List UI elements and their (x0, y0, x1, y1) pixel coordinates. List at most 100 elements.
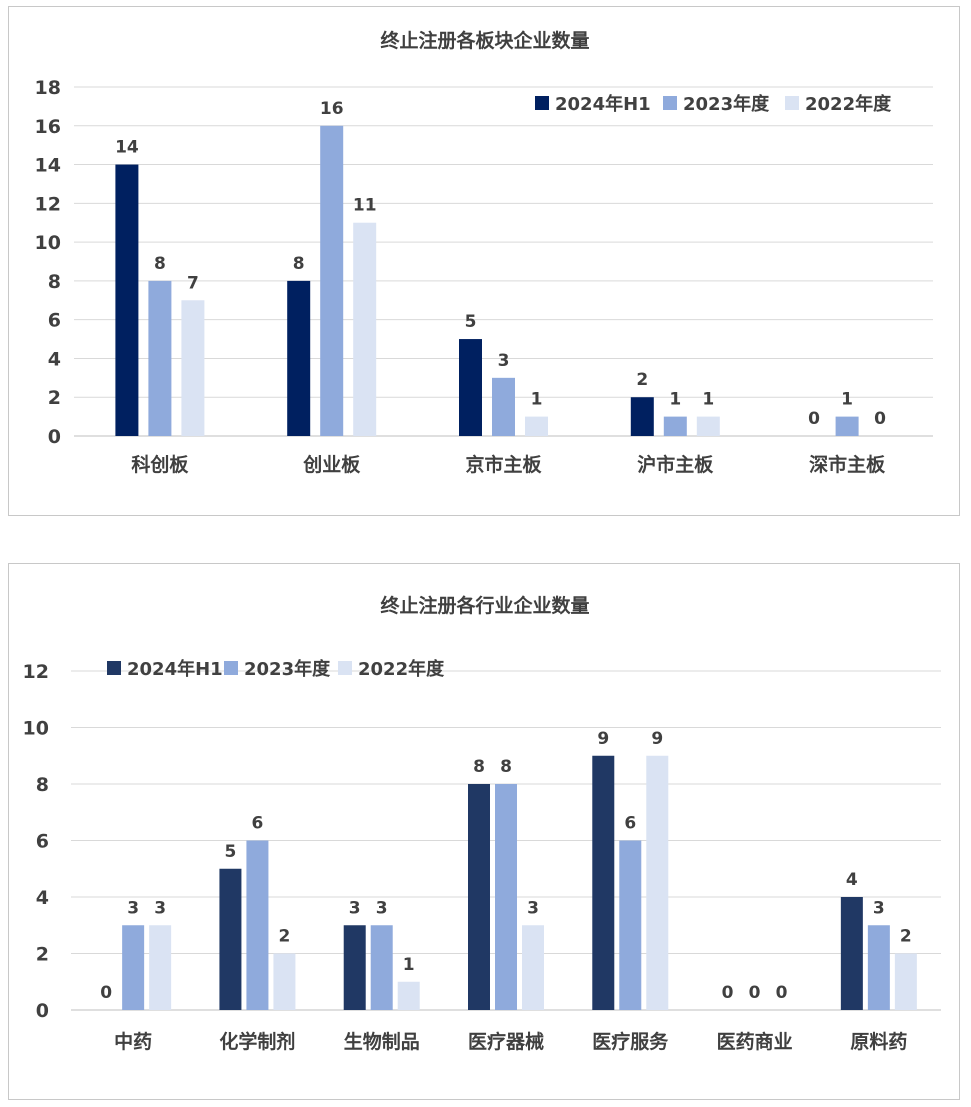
chart0-y-tick: 2 (48, 387, 61, 409)
chart1-bar (149, 925, 172, 1010)
chart0-data-label: 8 (154, 254, 166, 274)
chart1-y-tick: 2 (36, 944, 49, 966)
board-chart: 终止注册各板块企业数量024681012141618科创板1487创业板8161… (35, 29, 933, 476)
chart0-y-tick: 12 (35, 193, 61, 215)
chart0-data-label: 8 (293, 254, 305, 274)
chart0-bar (287, 280, 311, 436)
chart0-data-label: 3 (498, 351, 510, 371)
chart1-bar (894, 953, 917, 1010)
chart0-bar (835, 416, 859, 436)
chart0-y-tick: 4 (48, 348, 61, 370)
chart1-bar (219, 868, 242, 1010)
chart1-legend-label: 2023年度 (244, 658, 331, 680)
chart1-legend-label: 2024年H1 (127, 658, 223, 680)
chart1-category-label: 原料药 (850, 1030, 907, 1053)
chart0-bar (148, 280, 172, 436)
chart0-bar (663, 416, 687, 436)
chart0-data-label: 0 (808, 409, 820, 429)
chart1-data-label: 3 (349, 898, 361, 918)
chart1-data-label: 4 (846, 870, 858, 890)
chart0-data-label: 11 (353, 196, 377, 216)
chart1-y-tick: 0 (36, 1000, 49, 1022)
chart0-category-label: 科创板 (131, 453, 189, 476)
chart0-data-label: 0 (874, 409, 886, 429)
chart1-category-label: 医药商业 (717, 1030, 793, 1053)
chart0-y-tick: 6 (48, 310, 61, 332)
chart0-data-label: 5 (465, 312, 477, 332)
chart1-y-tick: 8 (36, 774, 49, 796)
chart0-bar (320, 125, 344, 437)
chart1-bar (468, 784, 490, 1010)
chart0-y-tick: 8 (48, 271, 61, 293)
chart1-data-label: 0 (722, 983, 734, 1003)
chart1-legend-label: 2022年度 (358, 658, 445, 680)
chart1-data-label: 0 (776, 983, 788, 1003)
chart1-category-label: 医疗服务 (592, 1030, 669, 1053)
chart1-legend-swatch (107, 661, 121, 675)
chart1-data-label: 1 (403, 955, 415, 975)
chart1-bar (840, 897, 863, 1010)
chart0-y-tick: 16 (35, 116, 61, 138)
chart1-bar (495, 784, 517, 1010)
chart1-bar (246, 840, 269, 1010)
chart0-bar (525, 416, 548, 436)
chart1-data-label: 9 (651, 729, 663, 749)
chart1-bar (370, 925, 393, 1010)
chart0-y-tick: 18 (35, 77, 61, 99)
chart1-bar (619, 840, 642, 1010)
chart1-data-label: 6 (252, 814, 264, 834)
chart0-y-tick: 0 (48, 426, 61, 448)
chart1-data-label: 3 (527, 898, 539, 918)
chart0-category-label: 创业板 (302, 453, 361, 476)
chart1-data-label: 0 (749, 983, 761, 1003)
chart1-data-label: 3 (127, 898, 139, 918)
chart1-y-tick: 6 (36, 831, 49, 853)
chart0-bar (630, 397, 654, 436)
chart0-data-label: 2 (636, 370, 648, 390)
chart0-legend-swatch (663, 96, 677, 110)
board-chart-panel: 终止注册各板块企业数量 0 2 4 6 8 10 12 14 16 18 科创板 14 8 7 创业板 8 16 1… (8, 6, 960, 516)
chart1-data-label: 8 (500, 757, 512, 777)
chart1-data-label: 3 (154, 898, 166, 918)
chart0-y-tick: 10 (35, 232, 61, 254)
chart0-y-tick: 14 (35, 155, 61, 177)
chart1-bar (397, 981, 420, 1010)
chart1-data-label: 3 (873, 898, 885, 918)
chart0-data-label: 1 (702, 390, 714, 410)
chart0-legend-label: 2022年度 (805, 93, 892, 115)
chart0-legend-label: 2024年H1 (555, 93, 651, 115)
chart1-bar (867, 925, 890, 1010)
chart0-data-label: 1 (669, 390, 681, 410)
chart1-bar (646, 755, 669, 1010)
chart1-data-label: 0 (100, 983, 112, 1003)
chart0-bar (696, 416, 720, 436)
chart0-legend-label: 2023年度 (683, 93, 770, 115)
chart0-data-label: 1 (531, 390, 543, 410)
chart1-category-label: 医疗器械 (468, 1030, 544, 1053)
chart1-y-tick: 10 (23, 718, 49, 740)
chart1-y-tick: 12 (23, 661, 49, 683)
chart1-data-label: 9 (597, 729, 609, 749)
chart1-data-label: 2 (279, 927, 291, 947)
chart1-bar (592, 755, 615, 1010)
chart0-bar (181, 300, 205, 436)
chart0-title: 终止注册各板块企业数量 (380, 29, 589, 52)
chart0-bar (492, 377, 515, 436)
chart1-bar (273, 953, 296, 1010)
chart1-legend-swatch (224, 661, 238, 675)
chart1-data-label: 5 (225, 842, 237, 862)
chart1-data-label: 3 (376, 898, 388, 918)
chart0-bar (115, 164, 139, 437)
chart1-bar (122, 925, 145, 1010)
chart0-bar (459, 339, 482, 436)
chart0-category-label: 京市主板 (465, 453, 542, 476)
chart1-category-label: 化学制剂 (219, 1030, 295, 1053)
chart0-legend-swatch (785, 96, 799, 110)
chart1-category-label: 中药 (114, 1030, 152, 1053)
industry-chart-panel: 终止注册各行业企业数量 0 2 4 6 8 10 12 中药 0 3 3 化学制剂 5 6 2 生物制品 3 3 1 医… (8, 563, 960, 1100)
chart1-category-label: 生物制品 (344, 1030, 420, 1053)
chart1-data-label: 8 (473, 757, 485, 777)
chart1-bar (343, 925, 366, 1010)
chart0-category-label: 沪市主板 (637, 453, 714, 476)
